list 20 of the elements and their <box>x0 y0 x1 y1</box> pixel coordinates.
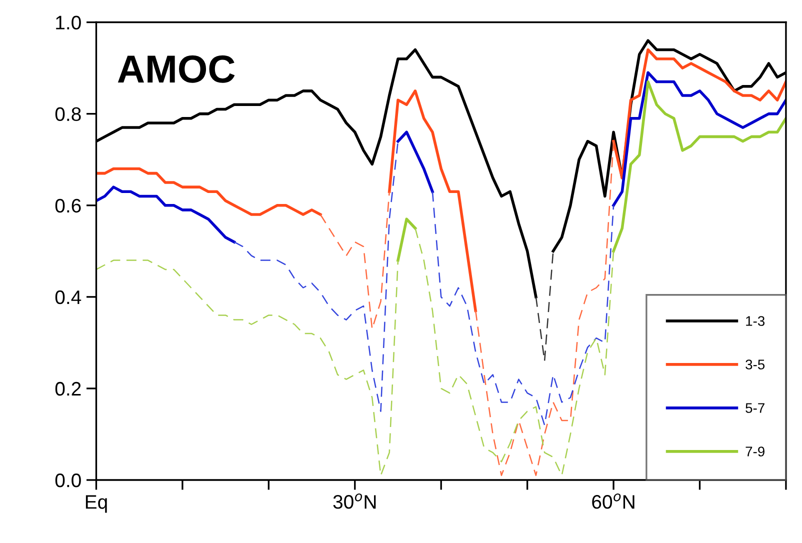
text: AMOC <box>118 55 235 83</box>
line-series <box>96 260 399 476</box>
y-tick-label: 0.0 <box>55 473 81 488</box>
line-series <box>234 140 399 412</box>
line-series <box>320 191 390 330</box>
y-tick-label: 1.0 <box>56 16 81 30</box>
x-tick-label: 60$^{o}$N <box>592 494 634 509</box>
x-tick-label: 30$^{o}$N <box>333 494 376 509</box>
line-series <box>414 228 614 476</box>
legend-label: 1-3 <box>746 316 765 326</box>
legend-label: 5-7 <box>746 403 764 413</box>
y-tick-label: 0.4 <box>55 290 82 304</box>
y-tick-label: 0.8 <box>55 107 81 122</box>
x-tick-label: Eq <box>86 495 107 513</box>
y-tick-label: 0.2 <box>55 382 81 396</box>
line-series <box>474 140 614 476</box>
y-tick-label: 0.6 <box>55 198 81 213</box>
line-series <box>432 191 614 426</box>
legend-label: 3-5 <box>746 360 765 370</box>
legend-label: 7-9 <box>746 446 764 456</box>
